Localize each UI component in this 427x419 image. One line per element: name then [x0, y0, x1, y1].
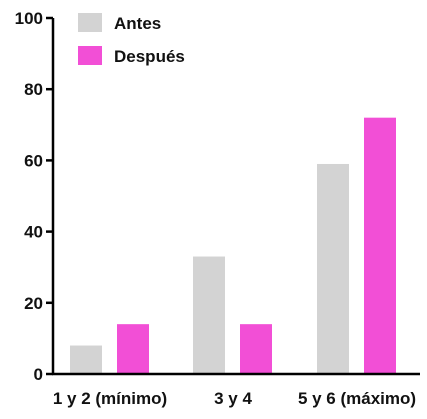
bar-después-2 — [240, 324, 272, 374]
x-category-label: 1 y 2 (mínimo) — [53, 389, 167, 408]
bar-después-1 — [117, 324, 149, 374]
y-tick-label: 20 — [24, 294, 43, 313]
legend-label-después: Después — [114, 47, 185, 66]
bar-después-3 — [364, 117, 396, 375]
y-tick-label: 0 — [34, 365, 43, 384]
bar-antes-2 — [193, 256, 225, 374]
x-category-label: 3 y 4 — [214, 389, 252, 408]
x-axis: 1 y 2 (mínimo) 3 y 4 5 y 6 (máximo) — [52, 372, 420, 408]
legend: Antes Después — [78, 13, 185, 66]
y-tick-label: 100 — [15, 9, 43, 28]
bar-antes-1 — [70, 345, 102, 374]
legend-label-antes: Antes — [114, 14, 161, 33]
legend-swatch-antes — [78, 13, 102, 32]
bars-group — [70, 117, 396, 375]
y-tick-label: 80 — [24, 80, 43, 99]
y-tick-label: 40 — [24, 223, 43, 242]
y-axis: 0 20 40 60 80 100 — [15, 9, 55, 384]
y-tick-label: 60 — [24, 151, 43, 170]
bar-antes-3 — [317, 163, 349, 374]
x-category-label: 5 y 6 (máximo) — [298, 389, 416, 408]
legend-swatch-después — [78, 46, 102, 65]
